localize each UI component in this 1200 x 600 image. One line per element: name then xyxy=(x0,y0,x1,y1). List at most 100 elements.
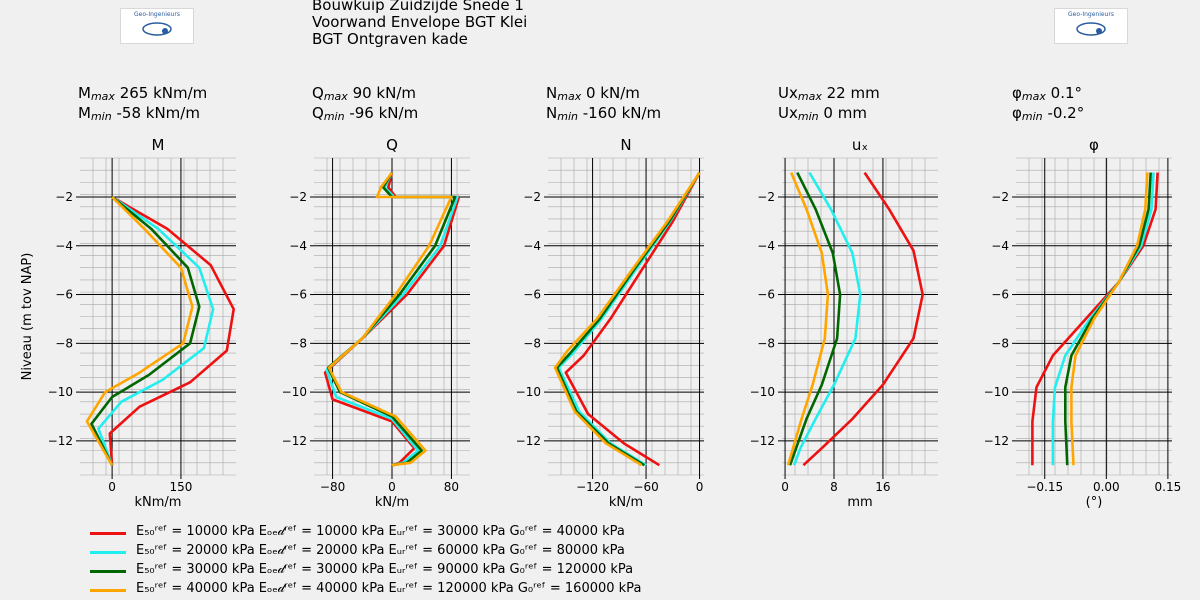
y-tick-label: −6 xyxy=(289,288,307,302)
y-tick-label: −2 xyxy=(289,190,307,204)
stat-symbol: Ux xyxy=(778,84,798,102)
y-tick-label: −12 xyxy=(282,434,307,448)
stat-max-value: 0.1° xyxy=(1050,84,1083,102)
stat-sub: min xyxy=(323,110,345,123)
stat-max-value: 22 mm xyxy=(826,84,880,102)
stat-sub: min xyxy=(90,110,112,123)
stat-symbol: Q xyxy=(312,84,324,102)
title-line: Voorwand Envelope BGT Klei xyxy=(312,13,528,31)
y-tick-label: −6 xyxy=(991,288,1009,302)
y-tick-label: −10 xyxy=(48,385,73,399)
stat-symbol: Q xyxy=(312,104,324,122)
x-tick-label: 0 xyxy=(696,480,704,494)
y-tick-label: −6 xyxy=(523,288,541,302)
series-line-4 xyxy=(327,171,453,467)
y-tick-label: −2 xyxy=(757,190,775,204)
y-tick-label: −10 xyxy=(282,385,307,399)
stat-shear: Qmax 90 kN/m Qmin -96 kN/m xyxy=(312,85,418,125)
stat-sub: max xyxy=(797,90,822,103)
x-tick-label: 8 xyxy=(830,480,838,494)
series-line-3 xyxy=(555,171,701,467)
x-tick-label: 0.15 xyxy=(1155,480,1182,494)
chart-title: Q xyxy=(386,136,398,154)
y-tick-label: −12 xyxy=(750,434,775,448)
company-logo-right: Geo-Ingenieurs xyxy=(1054,8,1128,44)
x-tick-label: 0 xyxy=(108,480,116,494)
stat-moment: Mmax 265 kNm/m Mmin -58 kNm/m xyxy=(78,85,207,125)
y-tick-label: −10 xyxy=(516,385,541,399)
x-tick-label: −60 xyxy=(633,480,658,494)
stat-sub: max xyxy=(90,90,115,103)
title-line: Bouwkuip Zuidzijde Snede 1 xyxy=(312,0,524,14)
y-tick-label: −4 xyxy=(991,239,1009,253)
y-axis-label: Niveau (m tov NAP) xyxy=(20,253,35,381)
x-tick-label: 0 xyxy=(388,480,396,494)
y-tick-label: −12 xyxy=(984,434,1009,448)
stat-displacement: Uxmax 22 mm Uxmin 0 mm xyxy=(778,85,880,125)
series-line-2 xyxy=(1051,172,1155,466)
stat-sub: min xyxy=(557,110,578,123)
stat-symbol: M xyxy=(78,84,91,102)
stat-min-value: -160 kN/m xyxy=(582,104,662,122)
series-line-2 xyxy=(97,195,215,466)
y-tick-label: −8 xyxy=(991,336,1009,350)
stat-symbol: φ xyxy=(1012,104,1022,122)
legend-label: E₅₀ʳᵉᶠ = 30000 kPa Eₒₑ𝒹ʳᵉᶠ = 30000 kPa E… xyxy=(136,562,634,577)
y-tick-label: −12 xyxy=(48,434,73,448)
legend-swatch xyxy=(90,589,126,592)
y-tick-label: −4 xyxy=(55,239,73,253)
legend-label: E₅₀ʳᵉᶠ = 40000 kPa Eₒₑ𝒹ʳᵉᶠ = 40000 kPa E… xyxy=(136,581,642,596)
y-tick-label: −10 xyxy=(750,385,775,399)
stat-sub: max xyxy=(1021,90,1046,103)
series-line-2 xyxy=(557,171,701,467)
x-tick-label: 0 xyxy=(781,480,789,494)
stat-rotation: φmax 0.1° φmin -0.2° xyxy=(1012,85,1084,125)
y-tick-label: −2 xyxy=(55,190,73,204)
chart-title: N xyxy=(620,136,631,154)
y-tick-label: −8 xyxy=(289,336,307,350)
y-tick-label: −4 xyxy=(289,239,307,253)
y-tick-label: −2 xyxy=(991,190,1009,204)
y-tick-label: −6 xyxy=(757,288,775,302)
series-line-1 xyxy=(802,171,925,467)
stat-normal: Nmax 0 kN/m Nmin -160 kN/m xyxy=(546,85,661,125)
legend-swatch xyxy=(90,532,126,535)
y-tick-label: −6 xyxy=(55,288,73,302)
series-line-4 xyxy=(85,196,194,466)
logo-text: Geo-Ingenieurs xyxy=(134,11,180,18)
series-line-4 xyxy=(1070,172,1149,466)
series-line-1 xyxy=(1031,172,1159,466)
title-line: BGT Ontgraven kade xyxy=(312,30,468,48)
stat-min-value: -0.2° xyxy=(1047,104,1085,122)
series-line-4 xyxy=(786,172,830,466)
figure-title: Bouwkuip Zuidzijde Snede 1 Voorwand Enve… xyxy=(312,0,527,48)
chart-panel-5: −0.15 0.00 0.15 −2 −4 −6 −8 −10 −12 φ (°) xyxy=(984,136,1182,510)
series-line-1 xyxy=(108,195,235,466)
stat-min-value: -58 kNm/m xyxy=(116,104,200,122)
x-axis-label: kNm/m xyxy=(135,495,182,510)
series-line-2 xyxy=(792,171,862,466)
stat-max-value: 265 kNm/m xyxy=(119,84,208,102)
x-tick-label: −0.15 xyxy=(1026,480,1063,494)
x-tick-label: −80 xyxy=(320,480,345,494)
series-line-3 xyxy=(1064,172,1152,466)
legend-label: E₅₀ʳᵉᶠ = 10000 kPa Eₒₑ𝒹ʳᵉᶠ = 10000 kPa E… xyxy=(136,524,625,539)
x-tick-label: −120 xyxy=(576,480,609,494)
x-tick-label: 80 xyxy=(444,480,459,494)
legend-swatch xyxy=(90,551,126,554)
y-tick-label: −4 xyxy=(757,239,775,253)
chart-title: φ xyxy=(1089,136,1099,154)
stat-sub: min xyxy=(1021,110,1043,123)
stat-min-value: 0 mm xyxy=(823,104,867,122)
chart-panel-4: 0 8 16 −2 −4 −6 −8 −10 −12 uₓ mm xyxy=(750,136,938,510)
x-tick-label: 16 xyxy=(875,480,890,494)
stat-min-value: -96 kN/m xyxy=(349,104,419,122)
stat-symbol: N xyxy=(546,84,558,102)
chart-panel-2: −80 0 80 −2 −4 −6 −8 −10 −12 QkN/m xyxy=(282,136,470,510)
stat-sub: max xyxy=(323,90,348,103)
x-tick-label: 0.00 xyxy=(1093,480,1120,494)
x-axis-label: (°) xyxy=(1086,495,1103,510)
series-line-3 xyxy=(788,172,842,466)
